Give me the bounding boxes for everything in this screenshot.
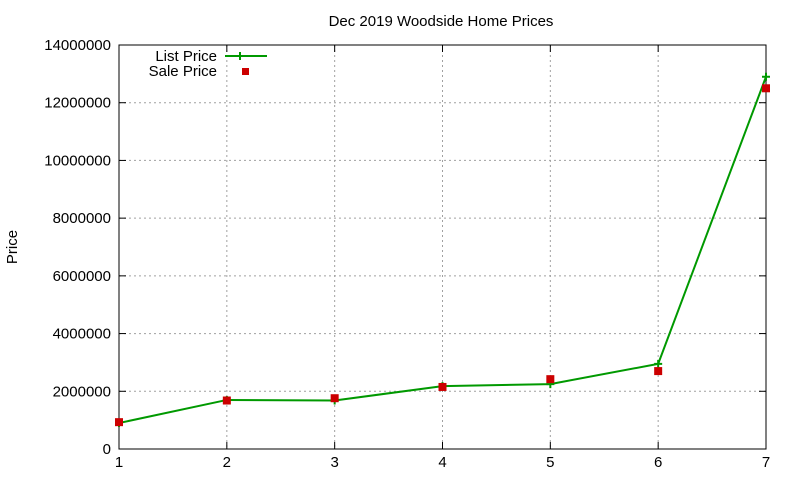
sale-price-point — [762, 84, 770, 93]
y-ticks: 0 2000000 4000000 6000000 8000000 10000000 120… — [44, 37, 766, 458]
sale-price-point — [115, 418, 123, 427]
list-price-point — [762, 72, 770, 81]
x-tick-label: 3 — [330, 454, 338, 471]
y-tick-label: 10000000 — [44, 152, 111, 169]
x-tick-label: 1 — [115, 454, 123, 471]
y-tick-label: 14000000 — [44, 37, 111, 54]
sale-price-point — [222, 396, 231, 405]
list-price-point — [654, 359, 663, 368]
x-ticks: 1 2 3 4 5 6 7 — [115, 45, 770, 471]
sale-price-point — [654, 367, 663, 376]
y-tick-label: 6000000 — [53, 268, 111, 285]
legend-label-sale-price: Sale Price — [149, 63, 217, 80]
x-tick-label: 7 — [762, 454, 770, 471]
y-tick-label: 2000000 — [53, 383, 111, 400]
series-sale-price — [115, 84, 770, 427]
x-tick-label: 4 — [438, 454, 446, 471]
x-tick-label: 6 — [654, 454, 662, 471]
plot-frame — [118, 44, 767, 450]
sale-price-point — [546, 375, 555, 384]
y-axis-label: Price — [4, 230, 21, 264]
legend-marker-list-price — [236, 52, 244, 60]
y-tick-label: 8000000 — [53, 210, 111, 227]
legend: List Price Sale Price — [149, 48, 267, 80]
legend-label-list-price: List Price — [155, 48, 217, 65]
y-tick-label: 0 — [103, 441, 111, 458]
x-tick-label: 2 — [223, 454, 231, 471]
sale-price-point — [330, 394, 339, 403]
x-tick-label: 5 — [546, 454, 554, 471]
y-tick-label: 4000000 — [53, 326, 111, 343]
legend-marker-sale-price — [242, 68, 249, 75]
sale-price-point — [438, 382, 447, 391]
chart-title: Dec 2019 Woodside Home Prices — [329, 13, 554, 30]
y-tick-label: 12000000 — [44, 95, 111, 112]
